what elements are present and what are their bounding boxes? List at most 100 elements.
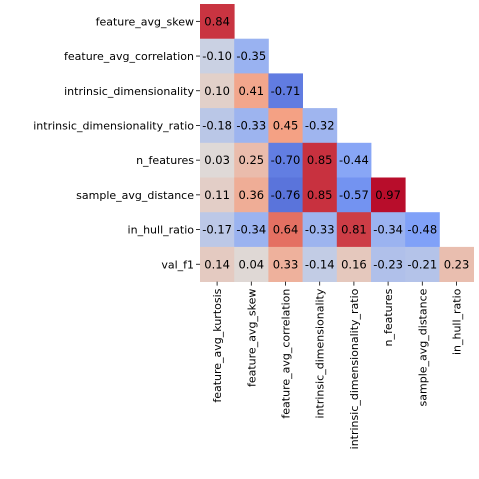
cell-value-label: 0.23 [444,257,470,271]
column-labels: feature_avg_kurtosis feature_avg_skew feat… [211,281,464,449]
heatmap-cell: 0.85 [302,177,338,213]
cell-value-label: 0.84 [204,14,230,28]
cell-value-label: -0.18 [202,118,232,132]
heatmap-cell-rect [234,177,269,213]
cell-value-label: 0.41 [238,84,264,98]
heatmap-cell: 0.25 [234,142,269,178]
row-label: feature_avg_correlation [64,50,194,63]
row-label: intrinsic_dimensionality_ratio [33,119,194,132]
heatmap-cell-rect [405,212,440,248]
cell-value-label: 0.97 [375,188,401,202]
heatmap-cell-rect [336,177,372,213]
row-label: feature_avg_skew [96,15,194,28]
cell-value-label: 0.81 [341,223,367,237]
cell-value-label: -0.35 [236,49,266,63]
heatmap-cell: -0.34 [371,212,406,248]
heatmap-cell: 0.16 [336,246,372,282]
heatmap-cell-rect [268,246,303,282]
heatmap-cell: -0.34 [234,212,269,248]
heatmap-cell: -0.44 [336,142,372,178]
column-label: intrinsic_dimensionality_ratio [348,288,361,449]
heatmap-cell: 0.41 [234,73,269,109]
cell-value-label: -0.14 [305,257,335,271]
heatmap-cell: -0.21 [405,246,440,282]
cell-value-label: -0.33 [305,223,335,237]
cell-value-label: -0.76 [271,188,301,202]
cell-value-label: 0.03 [204,153,230,167]
heatmap-cell: 0.11 [200,177,235,213]
heatmap-cell-rect [268,142,303,178]
heatmap-cell-rect [336,142,372,178]
heatmap-cell-rect [234,38,269,74]
heatmap-cell-rect [371,246,406,282]
heatmap-cell-rect [302,108,338,144]
heatmap-cell: -0.33 [234,108,269,144]
heatmap-cell: 0.04 [234,246,269,282]
cell-value-label: -0.70 [271,153,301,167]
heatmap-cell-rect [234,73,269,109]
heatmap-cell: 0.14 [200,246,235,282]
column-label: feature_avg_correlation [280,289,293,419]
heatmap-cell: 0.85 [302,142,338,178]
cell-value-label: 0.33 [273,257,299,271]
column-label: n_features [382,288,395,346]
cell-value-label: 0.16 [341,257,367,271]
heatmap-cell-rect [302,212,338,248]
row-label: val_f1 [161,258,194,271]
heatmap-cell-rect [268,73,303,109]
heatmap-cell-rect [200,177,235,213]
heatmap-cell-rect [234,246,269,282]
heatmap-cell: 0.23 [439,246,474,282]
heatmap-cell-rect [200,73,235,109]
heatmap-cell: 0.45 [268,108,303,144]
heatmap-cell-rect [268,108,303,144]
cell-value-label: 0.85 [307,153,333,167]
heatmap-cell-rect [336,212,372,248]
heatmap-cell: -0.70 [268,142,303,178]
heatmap-cell-rect [200,212,235,248]
heatmap-cell-rect [405,246,440,282]
cell-value-label: -0.21 [407,257,437,271]
cell-value-label: -0.23 [373,257,403,271]
heatmap-cell-rect [268,212,303,248]
heatmap-cell: 0.64 [268,212,303,248]
heatmap-cell-rect [439,246,474,282]
cell-value-label: 0.10 [204,84,230,98]
column-label: feature_avg_kurtosis [211,288,224,402]
heatmap-cell: 0.03 [200,142,235,178]
heatmap-cell: 0.36 [234,177,269,213]
heatmap-cell-rect [200,108,235,144]
heatmap-cell: -0.48 [405,212,440,248]
heatmap-cell: -0.18 [200,108,235,144]
heatmap-cell: -0.71 [268,73,303,109]
heatmap-cell: -0.57 [336,177,372,213]
cell-value-label: -0.44 [339,153,369,167]
heatmap-cell-rect [200,246,235,282]
cell-value-label: -0.34 [236,223,266,237]
heatmap-cell: 0.97 [371,177,406,213]
column-label: intrinsic_dimensionality [314,288,327,418]
cell-value-label: 0.85 [307,188,333,202]
heatmap-cells: 0.84 -0.10 -0.35 0.10 0.41 -0.71 -0.18 -0.33 0.4… [200,4,474,282]
heatmap-cell: -0.10 [200,38,235,74]
heatmap-cell-rect [200,142,235,178]
row-label: in_hull_ratio [128,224,195,237]
heatmap-cell: -0.17 [200,212,235,248]
cell-value-label: -0.71 [271,84,301,98]
cell-value-label: 0.25 [238,153,264,167]
row-labels: feature_avg_skew feature_avg_correlationi… [33,15,200,271]
cell-value-label: -0.10 [202,49,232,63]
heatmap-cell: 0.81 [336,212,372,248]
heatmap-cell-rect [302,177,338,213]
cell-value-label: 0.45 [273,118,299,132]
heatmap-cell: 0.84 [200,4,235,40]
heatmap-cell: 0.33 [268,246,303,282]
cell-value-label: -0.33 [236,118,266,132]
heatmap-cell: -0.23 [371,246,406,282]
heatmap-cell-rect [234,108,269,144]
heatmap-cell: 0.10 [200,73,235,109]
heatmap-cell: -0.33 [302,212,338,248]
cell-value-label: 0.64 [273,223,299,237]
heatmap-cell-rect [234,142,269,178]
